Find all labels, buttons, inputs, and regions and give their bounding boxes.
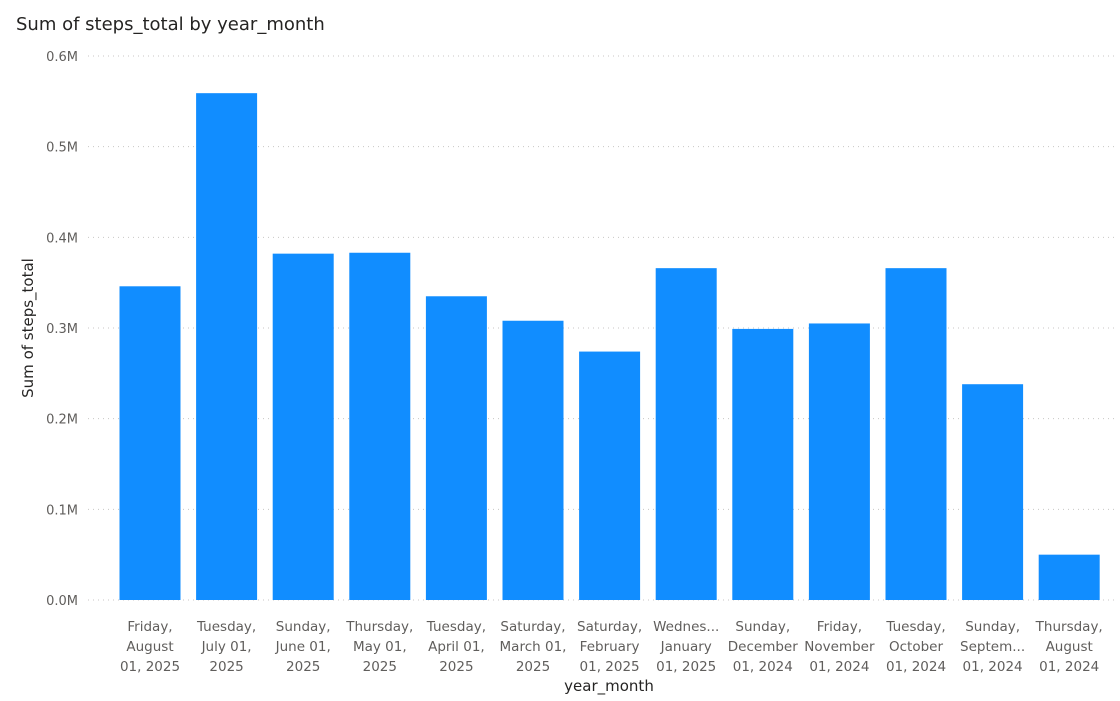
- bar[interactable]: [272, 253, 334, 601]
- bar[interactable]: [579, 351, 641, 600]
- x-tick-label: Sunday, Septem... 01, 2024: [960, 619, 1025, 675]
- bar[interactable]: [732, 328, 794, 600]
- bar[interactable]: [349, 252, 411, 600]
- y-tick-label: 0.1M: [46, 503, 78, 518]
- x-tick-label: Tuesday, April 01, 2025: [426, 619, 486, 675]
- x-tick-label: Friday, November 01, 2024: [804, 619, 875, 675]
- x-tick-label: Friday, August 01, 2025: [120, 619, 180, 675]
- chart-title: Sum of steps_total by year_month: [16, 14, 325, 35]
- x-tick-label: Saturday, February 01, 2025: [577, 619, 642, 675]
- y-tick-label: 0.2M: [46, 413, 78, 428]
- bar[interactable]: [425, 296, 487, 600]
- x-tick-label: Sunday, December 01, 2024: [728, 619, 798, 675]
- y-tick-label: 0.6M: [46, 50, 78, 65]
- bar[interactable]: [196, 93, 258, 600]
- y-tick-label: 0.5M: [46, 141, 78, 156]
- x-axis-labels: Friday, August 01, 2025 Tuesday, July 01, 202…: [120, 619, 1103, 675]
- x-tick-label: Tuesday, October 01, 2024: [885, 619, 946, 675]
- bar[interactable]: [502, 320, 564, 600]
- bar[interactable]: [885, 268, 947, 600]
- y-tick-label: 0.0M: [46, 594, 78, 609]
- y-tick-label: 0.3M: [46, 322, 78, 337]
- x-tick-label: Wednes... January 01, 2025: [653, 619, 719, 675]
- bar[interactable]: [119, 286, 181, 600]
- x-tick-label: Tuesday, July 01, 2025: [196, 619, 256, 675]
- bars: [119, 93, 1100, 601]
- x-tick-label: Thursday, August 01, 2024: [1035, 619, 1103, 675]
- bar[interactable]: [1038, 554, 1100, 600]
- bar[interactable]: [655, 268, 717, 600]
- y-axis-title: Sum of steps_total: [19, 258, 38, 398]
- bar[interactable]: [962, 384, 1024, 600]
- x-tick-label: Sunday, June 01, 2025: [275, 619, 331, 675]
- y-tick-label: 0.4M: [46, 231, 78, 246]
- bar[interactable]: [808, 323, 870, 600]
- x-tick-label: Saturday, March 01, 2025: [500, 619, 567, 675]
- x-tick-label: Thursday, May 01, 2025: [345, 619, 413, 675]
- x-axis-title: year_month: [564, 677, 654, 696]
- y-axis-ticks: 0.0M 0.1M 0.2M 0.3M 0.4M 0.5M 0.6M: [46, 50, 78, 609]
